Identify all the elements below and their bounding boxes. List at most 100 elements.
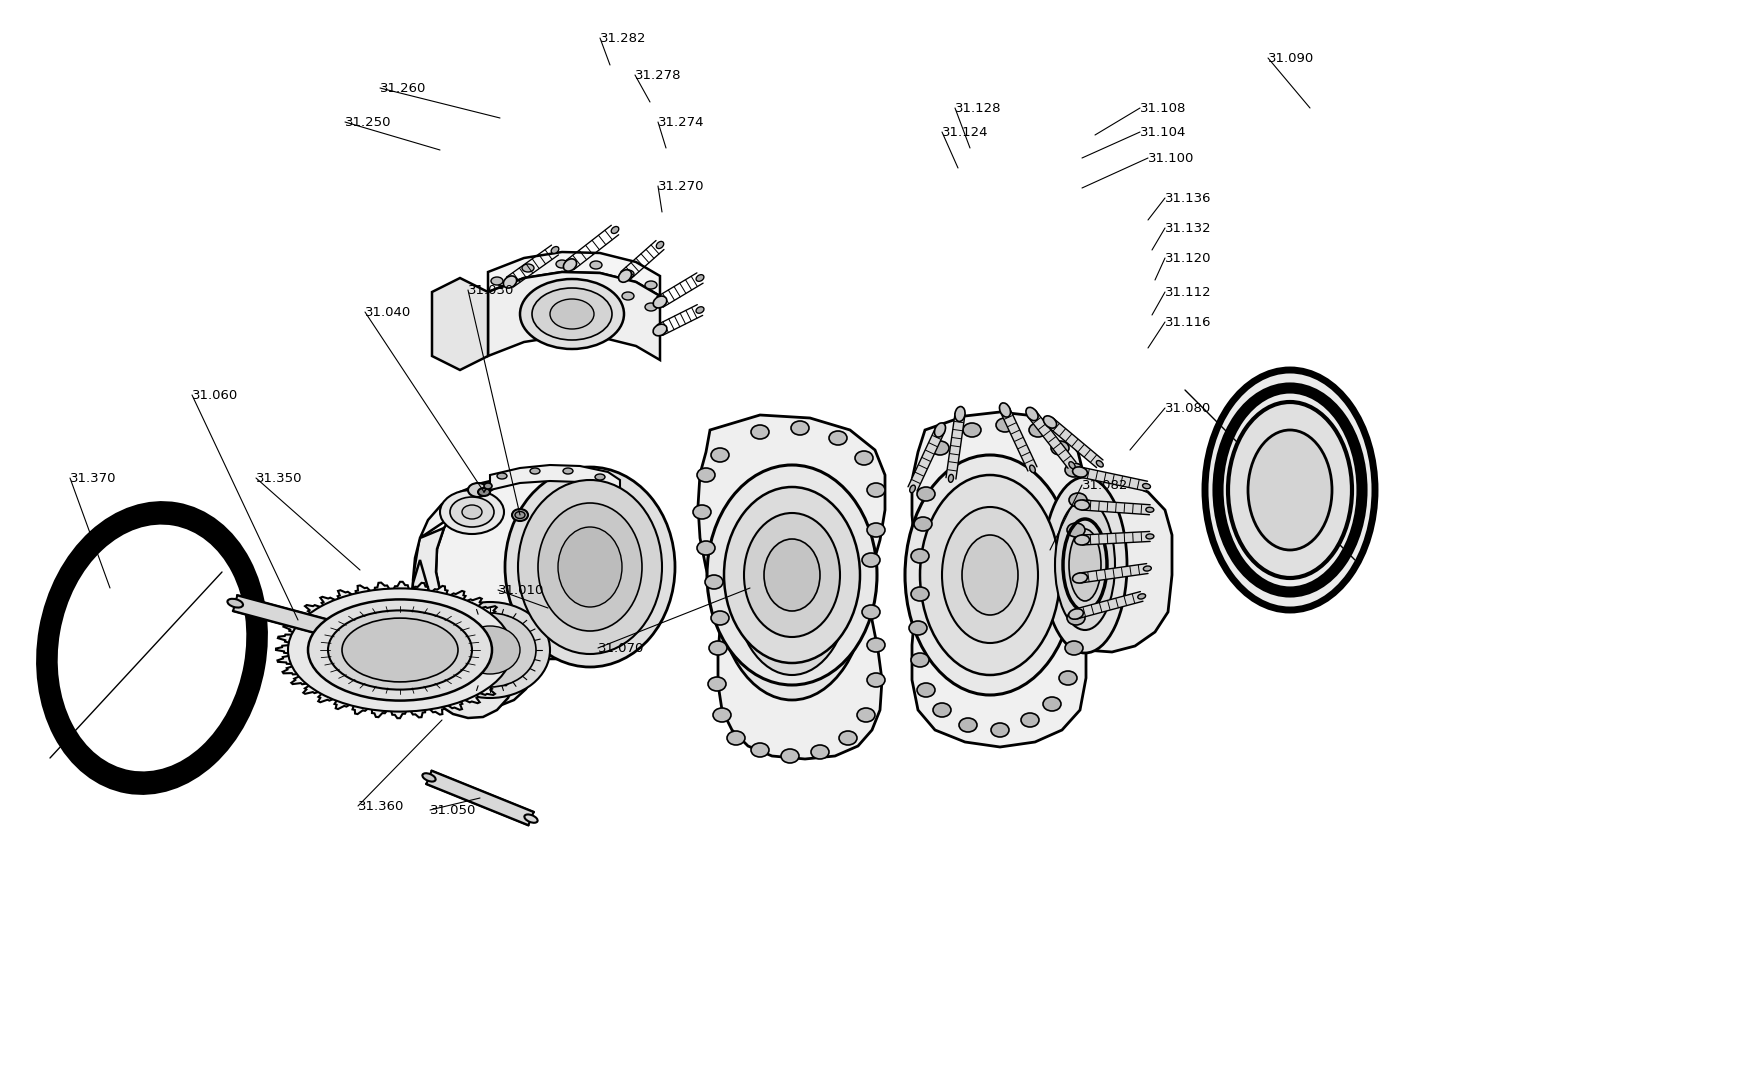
Ellipse shape [1075, 535, 1089, 545]
Ellipse shape [228, 599, 243, 608]
Text: 31.128: 31.128 [955, 102, 1002, 114]
Ellipse shape [463, 505, 482, 519]
Ellipse shape [1068, 462, 1075, 469]
Polygon shape [1075, 592, 1143, 618]
Ellipse shape [530, 468, 539, 474]
Ellipse shape [558, 528, 621, 607]
Text: 31.070: 31.070 [598, 642, 643, 655]
Ellipse shape [1146, 507, 1153, 513]
Ellipse shape [1143, 484, 1149, 489]
Ellipse shape [696, 307, 704, 314]
Ellipse shape [708, 677, 725, 691]
Ellipse shape [1071, 467, 1087, 477]
Ellipse shape [932, 703, 951, 717]
Ellipse shape [610, 227, 619, 233]
Ellipse shape [934, 423, 944, 438]
Ellipse shape [520, 279, 624, 349]
Ellipse shape [329, 610, 471, 689]
Ellipse shape [723, 487, 859, 663]
Ellipse shape [692, 505, 711, 519]
Ellipse shape [734, 495, 850, 675]
Ellipse shape [854, 450, 873, 465]
Text: 31.050: 31.050 [430, 804, 476, 816]
Text: 31.350: 31.350 [256, 472, 303, 485]
Polygon shape [1047, 418, 1103, 468]
Ellipse shape [522, 264, 534, 272]
Ellipse shape [727, 731, 744, 745]
Polygon shape [946, 413, 965, 479]
Text: 31.108: 31.108 [1139, 102, 1186, 114]
Ellipse shape [595, 474, 605, 480]
Ellipse shape [511, 509, 527, 521]
Ellipse shape [763, 539, 819, 611]
Ellipse shape [697, 541, 715, 555]
Polygon shape [487, 272, 659, 360]
Ellipse shape [537, 503, 642, 631]
Ellipse shape [1050, 441, 1068, 455]
Ellipse shape [365, 605, 515, 691]
Ellipse shape [751, 425, 769, 439]
Ellipse shape [706, 465, 876, 685]
Ellipse shape [289, 588, 511, 712]
Ellipse shape [308, 599, 492, 701]
Ellipse shape [904, 455, 1075, 696]
Ellipse shape [962, 423, 981, 437]
Ellipse shape [810, 745, 828, 759]
Ellipse shape [991, 723, 1009, 737]
Text: 31.040: 31.040 [365, 306, 410, 319]
Ellipse shape [955, 407, 965, 422]
Ellipse shape [550, 299, 593, 328]
Ellipse shape [958, 718, 976, 732]
Ellipse shape [909, 485, 915, 492]
Polygon shape [487, 253, 659, 296]
Polygon shape [1082, 532, 1149, 545]
Ellipse shape [483, 483, 492, 489]
Ellipse shape [696, 275, 704, 281]
Ellipse shape [781, 749, 798, 763]
Ellipse shape [1137, 594, 1144, 599]
Polygon shape [1082, 500, 1149, 515]
Ellipse shape [417, 620, 473, 660]
Polygon shape [419, 475, 666, 659]
Text: 31.090: 31.090 [1268, 51, 1313, 64]
Ellipse shape [1042, 697, 1061, 710]
Text: 31.112: 31.112 [1165, 286, 1210, 299]
Polygon shape [410, 560, 516, 718]
Ellipse shape [1064, 463, 1082, 477]
Text: 31.260: 31.260 [379, 81, 426, 94]
Polygon shape [697, 415, 885, 759]
Ellipse shape [1028, 423, 1047, 437]
Ellipse shape [523, 814, 537, 823]
Ellipse shape [838, 731, 857, 745]
Ellipse shape [866, 638, 885, 652]
Ellipse shape [621, 270, 633, 278]
Ellipse shape [1043, 416, 1056, 428]
Ellipse shape [1066, 523, 1085, 537]
Ellipse shape [1026, 408, 1038, 421]
Ellipse shape [652, 324, 666, 336]
Ellipse shape [556, 260, 567, 268]
Text: 31.270: 31.270 [657, 180, 704, 193]
Text: 31.116: 31.116 [1165, 316, 1210, 328]
Ellipse shape [440, 490, 504, 534]
Text: 31.250: 31.250 [344, 116, 391, 128]
Ellipse shape [430, 602, 550, 698]
Ellipse shape [911, 587, 929, 601]
Ellipse shape [1068, 493, 1087, 507]
Ellipse shape [383, 614, 497, 682]
Ellipse shape [656, 242, 663, 248]
Polygon shape [1078, 468, 1148, 491]
Ellipse shape [1143, 566, 1151, 571]
Ellipse shape [652, 296, 666, 308]
Ellipse shape [459, 626, 520, 674]
Ellipse shape [995, 418, 1014, 432]
Text: 31.010: 31.010 [497, 583, 544, 596]
Ellipse shape [1059, 671, 1076, 685]
Ellipse shape [645, 281, 657, 289]
Ellipse shape [563, 468, 572, 474]
Text: 31.136: 31.136 [1165, 192, 1210, 204]
Polygon shape [426, 770, 534, 825]
Polygon shape [233, 595, 363, 644]
Ellipse shape [866, 523, 885, 537]
Polygon shape [1028, 411, 1075, 469]
